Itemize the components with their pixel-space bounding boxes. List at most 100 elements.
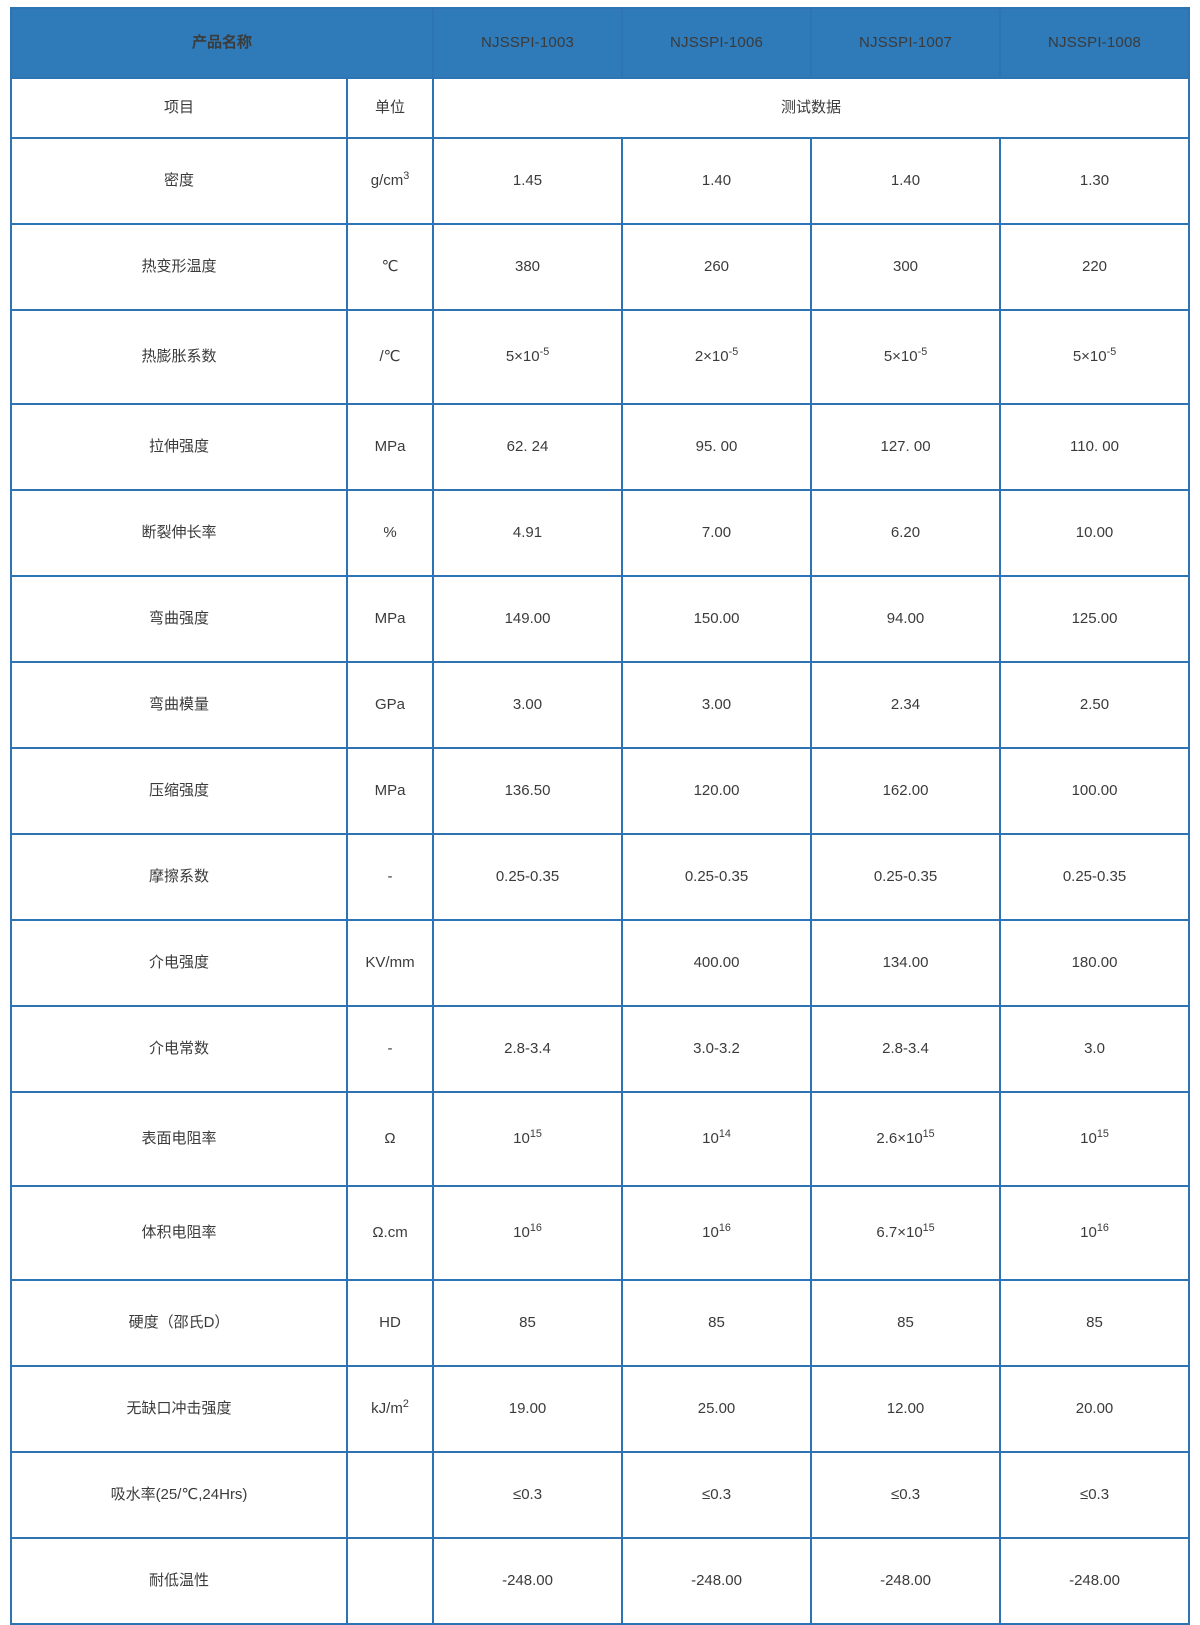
row-item-label: 弯曲模量 (10, 661, 348, 749)
row-value-3: 134.00 (810, 919, 1002, 1007)
row-value-4: 1015 (999, 1091, 1191, 1187)
subheader-item: 项目 (10, 77, 348, 139)
row-item-label: 介电强度 (10, 919, 348, 1007)
row-value-2: 85 (621, 1279, 813, 1367)
row-unit-label: Ω.cm (345, 1185, 435, 1281)
table-row: 弯曲强度 MPa 149.00 150.00 94.00 125.00 (10, 575, 1191, 663)
row-value-4: 1016 (999, 1185, 1191, 1281)
row-value-4: ≤0.3 (999, 1451, 1191, 1539)
row-value-2: 3.00 (621, 661, 813, 749)
row-value-1: 0.25-0.35 (432, 833, 624, 921)
row-value-3: 5×10-5 (810, 309, 1002, 405)
superscript: 15 (1096, 1127, 1109, 1140)
row-item-label: 体积电阻率 (10, 1185, 348, 1281)
row-value-4: 125.00 (999, 575, 1191, 663)
superscript: -5 (539, 345, 550, 358)
row-unit-label: MPa (345, 575, 435, 663)
row-value-1: 1015 (432, 1091, 624, 1187)
row-value-3: 94.00 (810, 575, 1002, 663)
row-value-4: 0.25-0.35 (999, 833, 1191, 921)
row-value-3: 2.6×1015 (810, 1091, 1002, 1187)
row-item-label: 耐低温性 (10, 1537, 348, 1625)
row-item-label: 表面电阻率 (10, 1091, 348, 1187)
header-product-4: NJSSPI-1008 (999, 7, 1191, 79)
row-value-3: 12.00 (810, 1365, 1002, 1453)
row-value-4: 3.0 (999, 1005, 1191, 1093)
row-value-4: 110. 00 (999, 403, 1191, 491)
row-value-2: 2×10-5 (621, 309, 813, 405)
table-row: 热膨胀系数/℃ 5×10-5 2×10-5 5×10-5 5×10-5 (10, 309, 1191, 405)
row-value-3: 1.40 (810, 137, 1002, 225)
table-header-row: 产品名称 NJSSPI-1003 NJSSPI-1006 NJSSPI-1007… (9, 7, 1191, 79)
superscript: 3 (403, 169, 410, 182)
table-row: 拉伸强度 MPa 62. 24 95. 00 127. 00 110. 00 (10, 403, 1191, 491)
table-row: 介电常数 -2.8-3.4 3.0-3.2 2.8-3.4 3.0 (10, 1005, 1191, 1093)
row-item-label: 热膨胀系数 (10, 309, 348, 405)
row-value-2: 260 (621, 223, 813, 311)
row-unit-label: % (345, 489, 435, 577)
row-unit-label: HD (345, 1279, 435, 1367)
row-value-1: 136.50 (432, 747, 624, 835)
row-unit-label: g/cm3 (345, 137, 435, 225)
table-row: 无缺口冲击强度 kJ/m2 19.00 25.00 12.00 20.00 (10, 1365, 1191, 1453)
row-value-4: 20.00 (999, 1365, 1191, 1453)
row-value-4: 85 (999, 1279, 1191, 1367)
row-value-4: 10.00 (999, 489, 1191, 577)
row-unit-label: /℃ (345, 309, 435, 405)
row-item-label: 密度 (10, 137, 348, 225)
table-row: 硬度（邵氏D） HD 85 85 85 85 (10, 1279, 1191, 1367)
row-value-4: 1.30 (999, 137, 1191, 225)
superscript: 2 (402, 1397, 409, 1410)
row-value-1: 85 (432, 1279, 624, 1367)
row-value-1: 19.00 (432, 1365, 624, 1453)
row-value-2: 400.00 (621, 919, 813, 1007)
row-value-1: 3.00 (432, 661, 624, 749)
row-item-label: 介电常数 (10, 1005, 348, 1093)
superscript: -5 (728, 345, 739, 358)
subheader-test-data: 测试数据 (432, 77, 1191, 139)
header-product-1: NJSSPI-1003 (432, 7, 624, 79)
header-product-name: 产品名称 (9, 7, 435, 79)
row-unit-label: - (345, 833, 435, 921)
row-value-1: 2.8-3.4 (432, 1005, 624, 1093)
table-body: 产品名称 NJSSPI-1003 NJSSPI-1006 NJSSPI-1007… (9, 7, 1191, 1625)
row-value-2: 1014 (621, 1091, 813, 1187)
row-item-label: 热变形温度 (10, 223, 348, 311)
row-value-2: 1016 (621, 1185, 813, 1281)
row-value-3: 0.25-0.35 (810, 833, 1002, 921)
superscript: 14 (718, 1127, 731, 1140)
row-value-3: 2.8-3.4 (810, 1005, 1002, 1093)
row-unit-label: - (345, 1005, 435, 1093)
table-row: 摩擦系数 -0.25-0.35 0.25-0.35 0.25-0.35 0.25-0.3… (10, 833, 1191, 921)
row-unit-label: ℃ (345, 223, 435, 311)
row-value-1: 5×10-5 (432, 309, 624, 405)
subheader-unit: 单位 (345, 77, 435, 139)
row-unit-label: KV/mm (345, 919, 435, 1007)
row-value-1: 4.91 (432, 489, 624, 577)
row-value-2: 95. 00 (621, 403, 813, 491)
row-unit-label: MPa (345, 403, 435, 491)
row-value-4: 220 (999, 223, 1191, 311)
row-value-3: 162.00 (810, 747, 1002, 835)
row-unit-label: GPa (345, 661, 435, 749)
table-row: 热变形温度 ℃ 380 260 300 220 (10, 223, 1191, 311)
superscript: -5 (1106, 345, 1117, 358)
row-value-1: 380 (432, 223, 624, 311)
row-item-label: 压缩强度 (10, 747, 348, 835)
row-value-1: 149.00 (432, 575, 624, 663)
row-item-label: 无缺口冲击强度 (10, 1365, 348, 1453)
header-product-3: NJSSPI-1007 (810, 7, 1002, 79)
row-value-2: 120.00 (621, 747, 813, 835)
table-row: 密度 g/cm3 1.45 1.40 1.40 1.30 (10, 137, 1191, 225)
row-value-3: 2.34 (810, 661, 1002, 749)
row-value-2: 25.00 (621, 1365, 813, 1453)
row-value-3: ≤0.3 (810, 1451, 1002, 1539)
row-value-1: 62. 24 (432, 403, 624, 491)
product-spec-table: 产品名称 NJSSPI-1003 NJSSPI-1006 NJSSPI-1007… (9, 7, 1191, 1625)
table-subheader-row: 项目 单位 测试数据 (10, 77, 1191, 139)
row-value-2: -248.00 (621, 1537, 813, 1625)
row-value-1: -248.00 (432, 1537, 624, 1625)
superscript: 16 (718, 1221, 731, 1234)
row-item-label: 摩擦系数 (10, 833, 348, 921)
row-unit-label (345, 1451, 435, 1539)
